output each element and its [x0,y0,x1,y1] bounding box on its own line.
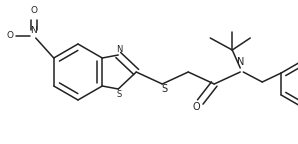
Text: N: N [116,46,122,54]
Text: O: O [6,32,13,40]
Text: S: S [117,90,122,98]
Text: N: N [237,57,244,67]
Text: O: O [30,6,37,15]
Text: N: N [30,26,37,35]
Text: S: S [161,84,167,94]
Text: O: O [193,102,200,112]
